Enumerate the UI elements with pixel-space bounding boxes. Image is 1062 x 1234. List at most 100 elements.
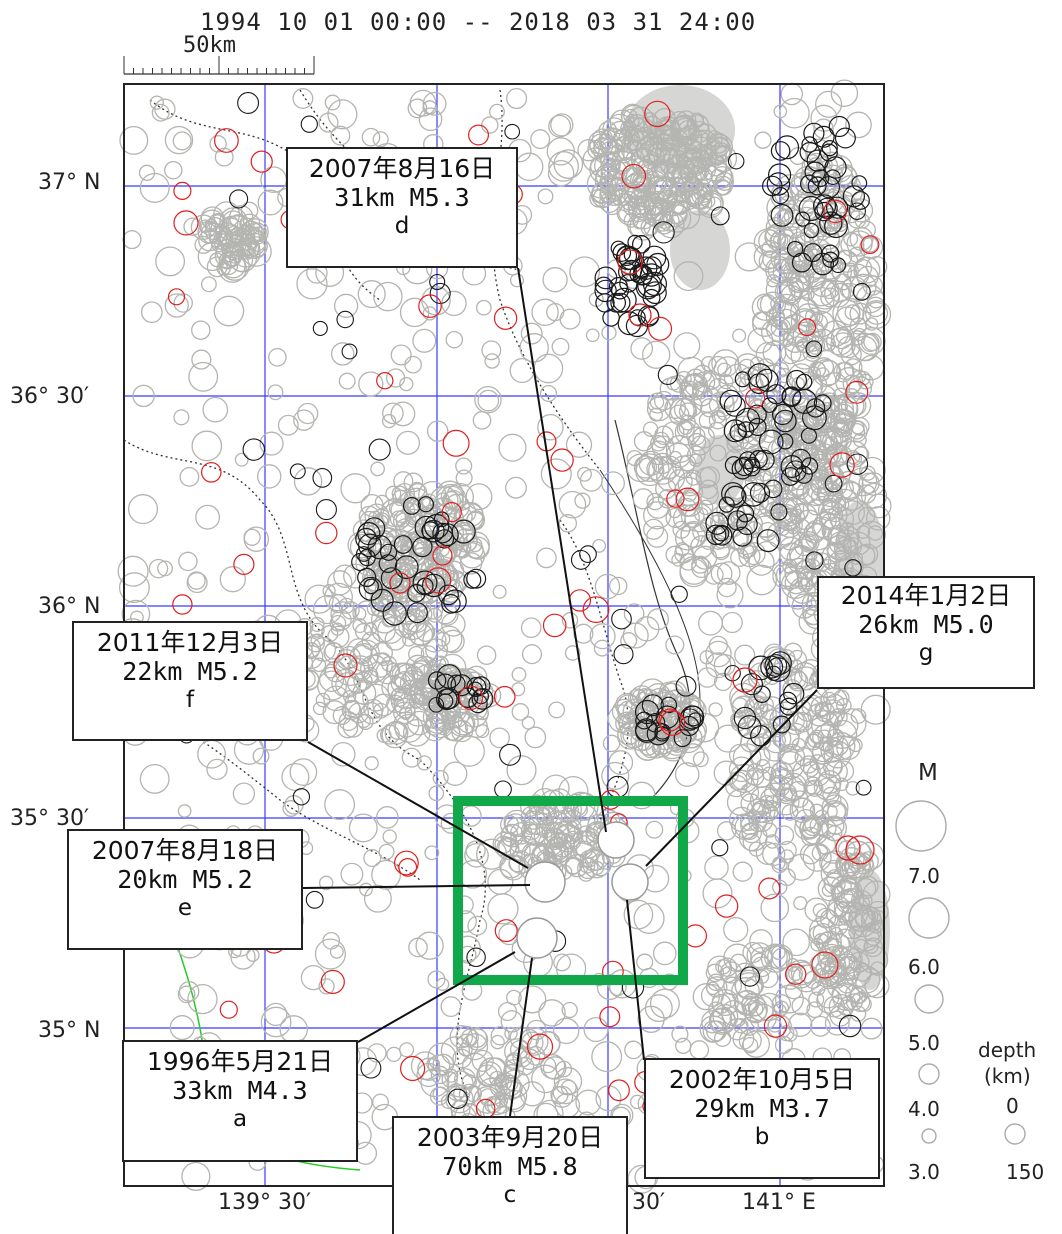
event-circle	[670, 585, 688, 603]
event-circle	[850, 992, 871, 1013]
event-circle	[539, 1056, 557, 1074]
legend-mag-circle	[914, 984, 944, 1014]
event-circle	[520, 617, 542, 639]
event-circle	[425, 638, 449, 662]
event-circle	[213, 128, 239, 153]
event-circle	[810, 696, 832, 718]
event-circle	[390, 498, 416, 524]
event-circle	[297, 402, 319, 425]
event-circle	[718, 374, 734, 390]
event-circle	[780, 284, 802, 306]
event-circle	[509, 822, 533, 845]
event-circle	[595, 1085, 622, 1112]
event-circle	[418, 107, 443, 132]
event-circle	[435, 688, 458, 711]
event-circle	[323, 685, 349, 712]
event-circle	[420, 645, 438, 662]
event-circle	[627, 1164, 657, 1194]
event-circle	[327, 99, 358, 130]
event-circle	[118, 572, 150, 604]
event-circle	[424, 513, 450, 540]
event-circle	[494, 780, 512, 799]
event-circle	[489, 103, 505, 120]
event-circle	[807, 703, 831, 727]
event-circle	[359, 882, 373, 897]
event-circle	[577, 466, 592, 482]
event-circle	[476, 645, 497, 665]
event-circle	[589, 623, 616, 650]
event-circle	[155, 246, 186, 277]
event-circle	[471, 688, 494, 710]
event-circle	[771, 403, 794, 426]
event-circle	[801, 533, 818, 551]
event-circle	[503, 809, 531, 837]
callout-a-date: 1996年5月21日	[146, 1047, 334, 1076]
event-circle	[844, 394, 867, 417]
event-circle	[373, 281, 403, 312]
legend-depth-150: 150	[1006, 1160, 1045, 1184]
event-circle	[177, 985, 196, 1004]
event-circle	[710, 562, 733, 585]
event-circle	[409, 89, 437, 117]
lon-label-140-30: 30′	[632, 1190, 665, 1215]
event-circle	[724, 774, 748, 798]
event-circle	[627, 781, 656, 810]
event-circle	[447, 674, 466, 693]
lat-label-36-30: 36° 30′	[10, 384, 89, 409]
event-circle	[415, 605, 433, 623]
event-circle	[741, 822, 759, 841]
event-circle	[393, 535, 413, 554]
callout-g-detail: 26km M5.0	[858, 609, 994, 639]
event-circle	[789, 780, 807, 798]
event-circle	[551, 843, 569, 861]
event-circle	[774, 825, 795, 846]
event-circle	[655, 478, 677, 500]
event-circle	[279, 1015, 308, 1044]
event-circle	[506, 989, 522, 1006]
event-circle	[282, 800, 300, 817]
event-circle	[805, 551, 824, 570]
event-circle	[394, 697, 416, 719]
event-circle	[585, 328, 600, 343]
event-circle	[408, 937, 428, 958]
event-circle	[169, 1015, 195, 1041]
event-circle	[781, 467, 800, 486]
event-circle	[458, 542, 486, 569]
event-circle	[608, 750, 634, 776]
event-circle	[415, 931, 444, 960]
event-circle	[257, 189, 284, 216]
event-circle	[710, 534, 727, 550]
event-circle	[378, 554, 398, 573]
legend-mag-6: 6.0	[908, 955, 940, 979]
event-circle	[637, 1005, 665, 1033]
event-circle	[467, 537, 483, 553]
event-circle	[680, 691, 694, 705]
legend-mag-circle	[895, 800, 947, 852]
event-circle	[550, 448, 574, 472]
callout-b-letter: b	[754, 1123, 770, 1150]
boundary-line	[492, 89, 601, 471]
event-circle	[511, 703, 530, 721]
event-circle	[785, 963, 807, 985]
event-circle	[614, 157, 641, 184]
event-circle	[747, 715, 770, 738]
legend-depth-title: depth	[978, 1038, 1037, 1062]
event-circle	[518, 985, 547, 1014]
event-circle	[201, 461, 222, 483]
event-circle	[646, 440, 672, 466]
boundary-line	[123, 699, 421, 881]
event-circle	[770, 141, 791, 161]
event-circle	[645, 712, 666, 733]
event-circle	[762, 724, 792, 754]
event-circle	[824, 214, 848, 239]
callout-a: 1996年5月21日 33km M4.3 a	[122, 1040, 358, 1162]
event-circle	[358, 576, 383, 601]
event-circle	[760, 893, 790, 923]
event-circle	[177, 804, 192, 818]
target-event-circle	[516, 917, 558, 959]
event-circle	[600, 174, 619, 192]
event-circle	[445, 482, 474, 512]
event-circle	[824, 1010, 850, 1036]
legend-magnitude-title: M	[918, 760, 938, 786]
event-circle	[521, 644, 543, 665]
